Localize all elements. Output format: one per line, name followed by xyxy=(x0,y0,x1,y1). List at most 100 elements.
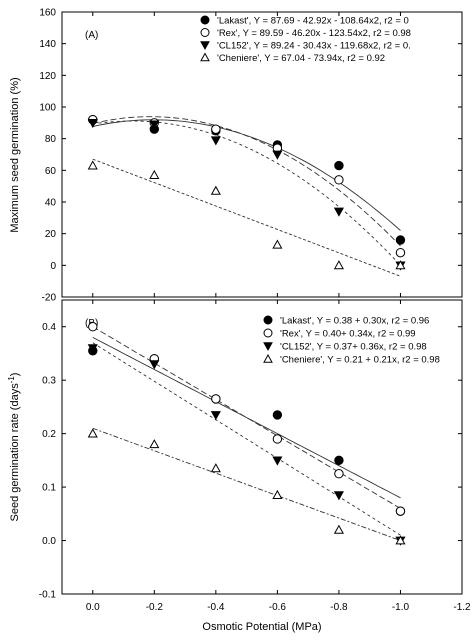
fit-line-2 xyxy=(92,120,401,266)
y-tick-label: 140 xyxy=(39,39,56,50)
data-point xyxy=(333,207,344,217)
data-point xyxy=(88,322,98,332)
fit-line-3 xyxy=(92,427,401,541)
y-tick-label: 100 xyxy=(39,103,56,114)
panel-a-frame xyxy=(61,11,463,298)
panel-a-fit-lines xyxy=(92,116,401,277)
fit-line-0 xyxy=(92,337,401,499)
panel-a-tag: (A) xyxy=(85,30,98,41)
x-tick-label: -0.2 xyxy=(146,602,164,613)
panel-b-y-axis-label-main: Seed germination rate (days xyxy=(9,383,21,522)
y-tick-label: 0.3 xyxy=(42,376,56,387)
fit-line-1 xyxy=(92,326,401,509)
data-point xyxy=(87,428,98,438)
panel-b-ticks: 0.0 -0.2 -0.4 -0.6 -0.8 -1.0 -1.2 -0.1 0.0 0.1 0.2… xyxy=(39,300,471,613)
legend-label: 'Cheniere', Y = 67.04 - 73.94x, r2 = 0.9… xyxy=(217,53,385,64)
x-tick-label: -1.0 xyxy=(392,602,410,613)
y-tick-label: 60 xyxy=(45,166,57,177)
x-tick-label: -0.6 xyxy=(269,602,287,613)
data-point xyxy=(149,439,160,449)
legend-marker xyxy=(263,342,273,352)
y-tick-label: 0.2 xyxy=(42,429,56,440)
panel-a-y-axis-label: Maximum seed germination (%) xyxy=(9,77,21,232)
legend-label: 'CL152', Y = 0.37+ 0.36x, r2 = 0.98 xyxy=(280,342,427,353)
data-point xyxy=(87,118,98,129)
data-point xyxy=(87,344,98,354)
panel-b-frame xyxy=(61,299,463,595)
data-point xyxy=(333,260,344,270)
y-tick-label: 80 xyxy=(45,134,57,145)
panel-a-ticks: -20 0 20 40 60 80 100 120 140 160 xyxy=(39,8,463,304)
y-tick-label: -20 xyxy=(42,293,57,304)
data-point xyxy=(395,260,406,270)
panel-b: (B) 0.0-0.2-0.4-0.6-0.8-1.0-1.2-0.10.00.… xyxy=(7,299,471,633)
data-point xyxy=(149,169,160,179)
data-point xyxy=(272,410,283,420)
legend-marker xyxy=(200,28,210,37)
fit-line-1 xyxy=(92,116,401,247)
x-tick-label: -0.8 xyxy=(330,602,348,613)
data-point xyxy=(210,136,221,146)
y-tick-label: -0.1 xyxy=(39,590,57,601)
panel-a-data-points xyxy=(87,114,406,271)
legend-label: 'Rex', Y = 0.40+ 0.34x, r2 = 0.99 xyxy=(280,329,416,340)
legend-label: 'Cheniere', Y = 0.21 + 0.21x, r2 = 0.98 xyxy=(280,355,440,366)
x-tick-label: -0.4 xyxy=(207,602,225,613)
data-point xyxy=(333,491,344,501)
data-point xyxy=(210,463,221,473)
x-tick-label: -1.2 xyxy=(453,602,471,613)
legend-label: 'CL152', Y = 89.24 - 30.43x - 119.68x2, … xyxy=(217,41,411,52)
data-point xyxy=(395,235,406,245)
legend-marker xyxy=(200,52,210,62)
data-point xyxy=(334,175,344,185)
data-point xyxy=(272,239,283,249)
data-point xyxy=(210,185,221,195)
y-tick-label: 160 xyxy=(39,8,56,19)
data-point xyxy=(334,160,344,171)
legend-label: 'Lakast', Y = 0.38 + 0.30x, r2 = 0.96 xyxy=(280,316,429,327)
y-tick-label: 0.1 xyxy=(42,483,56,494)
data-point xyxy=(149,360,160,370)
data-point xyxy=(333,524,344,534)
panel-b-data-points xyxy=(87,322,406,546)
panel-b-fit-lines xyxy=(92,326,401,541)
data-point xyxy=(395,535,406,545)
data-point xyxy=(87,160,98,170)
data-point xyxy=(334,469,344,479)
panel-b-y-axis-label-sup: -1 xyxy=(7,376,16,384)
y-tick-label: 20 xyxy=(45,229,57,240)
x-tick-label: 0.0 xyxy=(86,602,100,613)
panel-a-legend: 'Lakast', Y = 87.69 - 42.92x - 108.64x2,… xyxy=(200,15,411,64)
y-tick-label: 120 xyxy=(39,71,56,82)
panel-b-y-axis-label-close: ) xyxy=(9,373,21,377)
data-point xyxy=(272,489,283,499)
data-point xyxy=(272,456,283,466)
data-point xyxy=(334,455,344,466)
legend-label: 'Rex', Y = 89.59 - 46.20x - 123.54x2, r2… xyxy=(217,28,411,39)
data-point xyxy=(395,506,406,516)
legend-marker xyxy=(200,41,210,51)
fit-line-0 xyxy=(92,119,401,231)
data-point xyxy=(210,411,221,421)
legend-marker xyxy=(263,315,273,325)
data-point xyxy=(395,247,406,258)
y-tick-label: 0.0 xyxy=(42,536,56,547)
data-point xyxy=(211,394,221,404)
legend-marker xyxy=(263,328,273,338)
data-point xyxy=(211,124,221,134)
data-point xyxy=(272,150,283,160)
panel-a: (A) -20 0 20 40 60 80 100 120 140 160 'Lakast', Y… xyxy=(9,8,463,304)
legend-label: 'Lakast', Y = 87.69 - 42.92x - 108.64x2,… xyxy=(217,16,409,27)
y-tick-label: 0 xyxy=(50,261,56,272)
x-axis-label: Osmotic Potential (MPa) xyxy=(202,621,321,633)
panel-b-legend: 'Lakast', Y = 0.38 + 0.30x, r2 = 0.96 'Re… xyxy=(263,315,440,366)
fit-line-2 xyxy=(92,342,401,536)
data-point xyxy=(149,120,160,130)
legend-marker xyxy=(263,353,273,363)
y-tick-label: 40 xyxy=(45,198,57,209)
panel-b-y-axis-label: Seed germination rate (days-1) xyxy=(7,373,21,522)
y-tick-label: 0.4 xyxy=(42,322,56,333)
legend-marker xyxy=(200,15,210,25)
data-point xyxy=(272,434,283,444)
